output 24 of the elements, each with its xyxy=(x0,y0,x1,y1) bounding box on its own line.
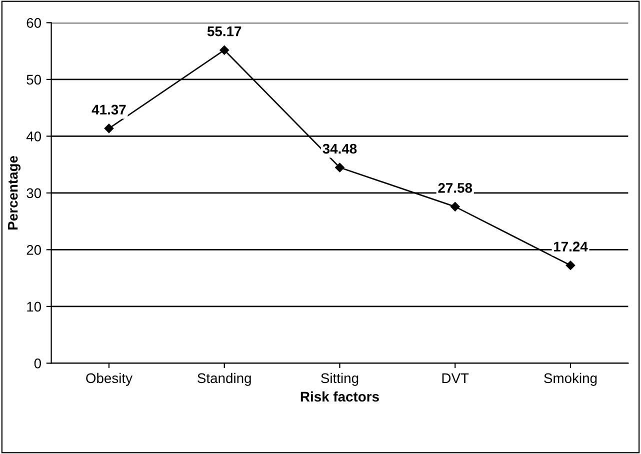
y-tick-label: 30 xyxy=(26,188,42,198)
point xyxy=(450,202,460,212)
x-tick-label: Obesity xyxy=(86,372,132,386)
data-label: 27.58 xyxy=(438,182,472,193)
data-label: 34.48 xyxy=(322,144,357,154)
data-label: 41.37 xyxy=(92,104,126,115)
y-tick-label: 40 xyxy=(26,132,42,142)
data-label: 17.24 xyxy=(554,242,588,252)
point xyxy=(220,45,229,55)
y-axis-title: Percentage xyxy=(8,156,21,230)
x-tick-label: DVT xyxy=(442,373,469,383)
x-tick-label: Standing xyxy=(198,372,251,386)
point xyxy=(566,260,576,270)
y-tick-label: 60 xyxy=(26,18,42,28)
y-tick-label: 20 xyxy=(26,245,42,255)
x-tick-label: Sitting xyxy=(321,372,358,386)
point xyxy=(335,162,344,172)
y-tick-label: 0 xyxy=(34,358,42,368)
y-tick-label: 10 xyxy=(27,302,42,312)
x-tick-label: Smoking xyxy=(544,372,597,386)
x-axis-title: Risk factors xyxy=(300,391,379,402)
data-label: 55.17 xyxy=(207,26,242,36)
y-tick-label: 50 xyxy=(26,74,42,85)
point xyxy=(104,124,114,134)
